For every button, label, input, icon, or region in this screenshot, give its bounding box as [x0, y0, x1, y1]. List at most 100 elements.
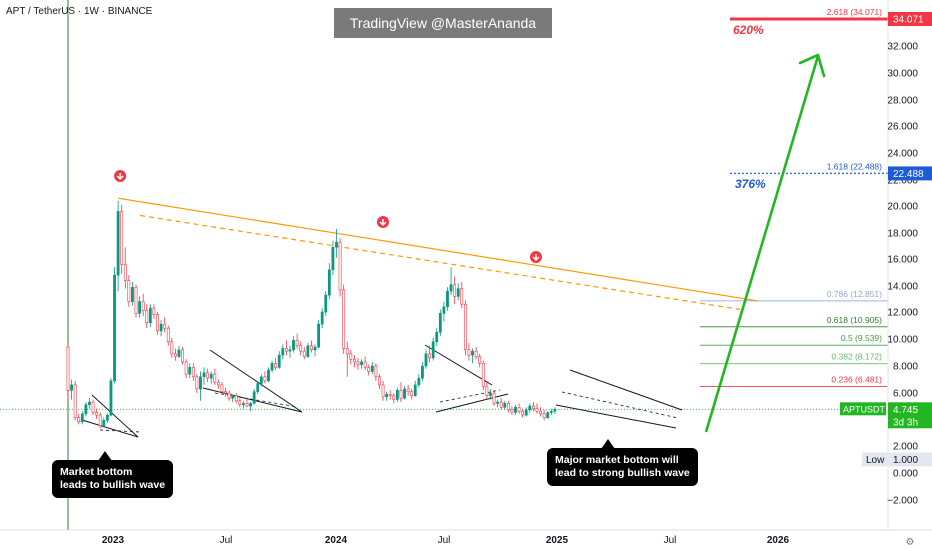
candle — [245, 399, 249, 408]
candle — [395, 387, 399, 403]
candle-body — [331, 247, 335, 271]
fib-level-label: 0.786 (12.851) — [827, 289, 882, 299]
candle — [184, 359, 188, 379]
candle-body — [91, 401, 95, 413]
candle — [403, 386, 406, 400]
candle — [506, 400, 510, 413]
candle-body — [392, 395, 396, 400]
price-tag-fib — [888, 166, 932, 181]
candle-body — [478, 356, 482, 364]
candle-body — [549, 410, 553, 413]
candle-body — [206, 372, 210, 379]
triangle-resistance-line — [424, 344, 493, 386]
price-tick-label: 6.000 — [893, 389, 918, 400]
candle — [317, 320, 321, 349]
candle — [95, 408, 99, 419]
fib-level-label: 0.236 (6.481) — [831, 375, 882, 385]
candle — [327, 263, 331, 299]
candle-body — [242, 403, 245, 405]
candle — [134, 284, 138, 318]
candle — [138, 296, 142, 318]
candle — [170, 337, 174, 358]
candle — [313, 344, 317, 357]
triangle-resistance-line — [91, 394, 139, 438]
candle-body — [338, 241, 342, 291]
candle-body — [521, 410, 525, 416]
price-tick-label: 28.000 — [887, 96, 918, 107]
candle-body — [360, 361, 363, 365]
candle-body — [506, 403, 510, 411]
candle — [249, 402, 252, 412]
candle — [66, 344, 70, 399]
candle-body — [413, 384, 417, 396]
candle — [188, 363, 192, 379]
candle-body — [302, 350, 306, 357]
candle-body — [428, 353, 431, 359]
time-tick-label: 2024 — [325, 535, 348, 546]
price-tick-label: 8.000 — [893, 362, 918, 373]
candle-body — [170, 341, 174, 355]
candle-body — [188, 367, 192, 375]
candle-body — [181, 349, 184, 363]
candle — [259, 374, 263, 387]
candle-body — [213, 373, 217, 383]
candle-body — [378, 376, 381, 386]
candle — [453, 276, 457, 305]
candle-body — [442, 306, 446, 314]
target-percent-label: 376% — [735, 177, 766, 191]
candle-body — [553, 409, 557, 412]
candle — [195, 374, 199, 393]
candle — [234, 393, 238, 404]
candle — [331, 240, 335, 276]
price-tick-label: 0.000 — [893, 469, 918, 480]
candle — [84, 402, 88, 417]
candle-body — [184, 361, 188, 375]
candle — [535, 403, 539, 414]
candle — [274, 357, 278, 371]
price-tick-label: 30.000 — [887, 69, 918, 80]
candle-body — [105, 414, 109, 421]
candle — [80, 411, 84, 425]
price-tick-label: 26.000 — [887, 122, 918, 133]
candle-body — [145, 310, 149, 324]
candle-body — [73, 384, 77, 418]
triangle-midline — [439, 389, 501, 403]
candle — [460, 281, 464, 309]
triangle-support-line — [202, 387, 303, 413]
candle-body — [270, 362, 274, 371]
candle — [481, 360, 485, 391]
triangle-support-line — [555, 404, 677, 429]
candle — [70, 379, 73, 400]
price-tick-label: 2.000 — [893, 442, 918, 453]
candle — [277, 351, 281, 369]
current-price-tag — [888, 402, 932, 429]
resistance-trendline — [118, 197, 759, 302]
price-tick-label: −2.000 — [887, 496, 918, 507]
down-arrow-icon — [379, 219, 387, 227]
candle — [424, 349, 428, 369]
candle-body — [403, 388, 406, 399]
low-label-bg — [862, 452, 888, 467]
candle-body — [363, 361, 367, 368]
candle — [449, 267, 453, 296]
candle-body — [227, 392, 231, 399]
fib-level-label: 2.618 (34.071) — [827, 7, 882, 17]
candle — [284, 340, 288, 356]
triangle-midline — [99, 429, 141, 433]
candle — [524, 407, 528, 417]
annotations: 2.618 (34.071) 1.618 (22.488) 0.786 (12.85… — [0, 7, 888, 438]
candle — [463, 300, 467, 356]
candle-body — [277, 354, 281, 368]
candle-body — [295, 340, 299, 347]
candle-body — [367, 367, 371, 372]
candle-body — [395, 389, 399, 400]
candle-body — [245, 403, 249, 407]
candle — [446, 287, 449, 311]
candle-body — [84, 404, 88, 415]
price-axis-bg — [888, 0, 932, 550]
candle — [546, 411, 550, 419]
candle — [413, 380, 417, 397]
candle-body — [174, 353, 177, 357]
time-tick-label: Jul — [438, 535, 451, 546]
